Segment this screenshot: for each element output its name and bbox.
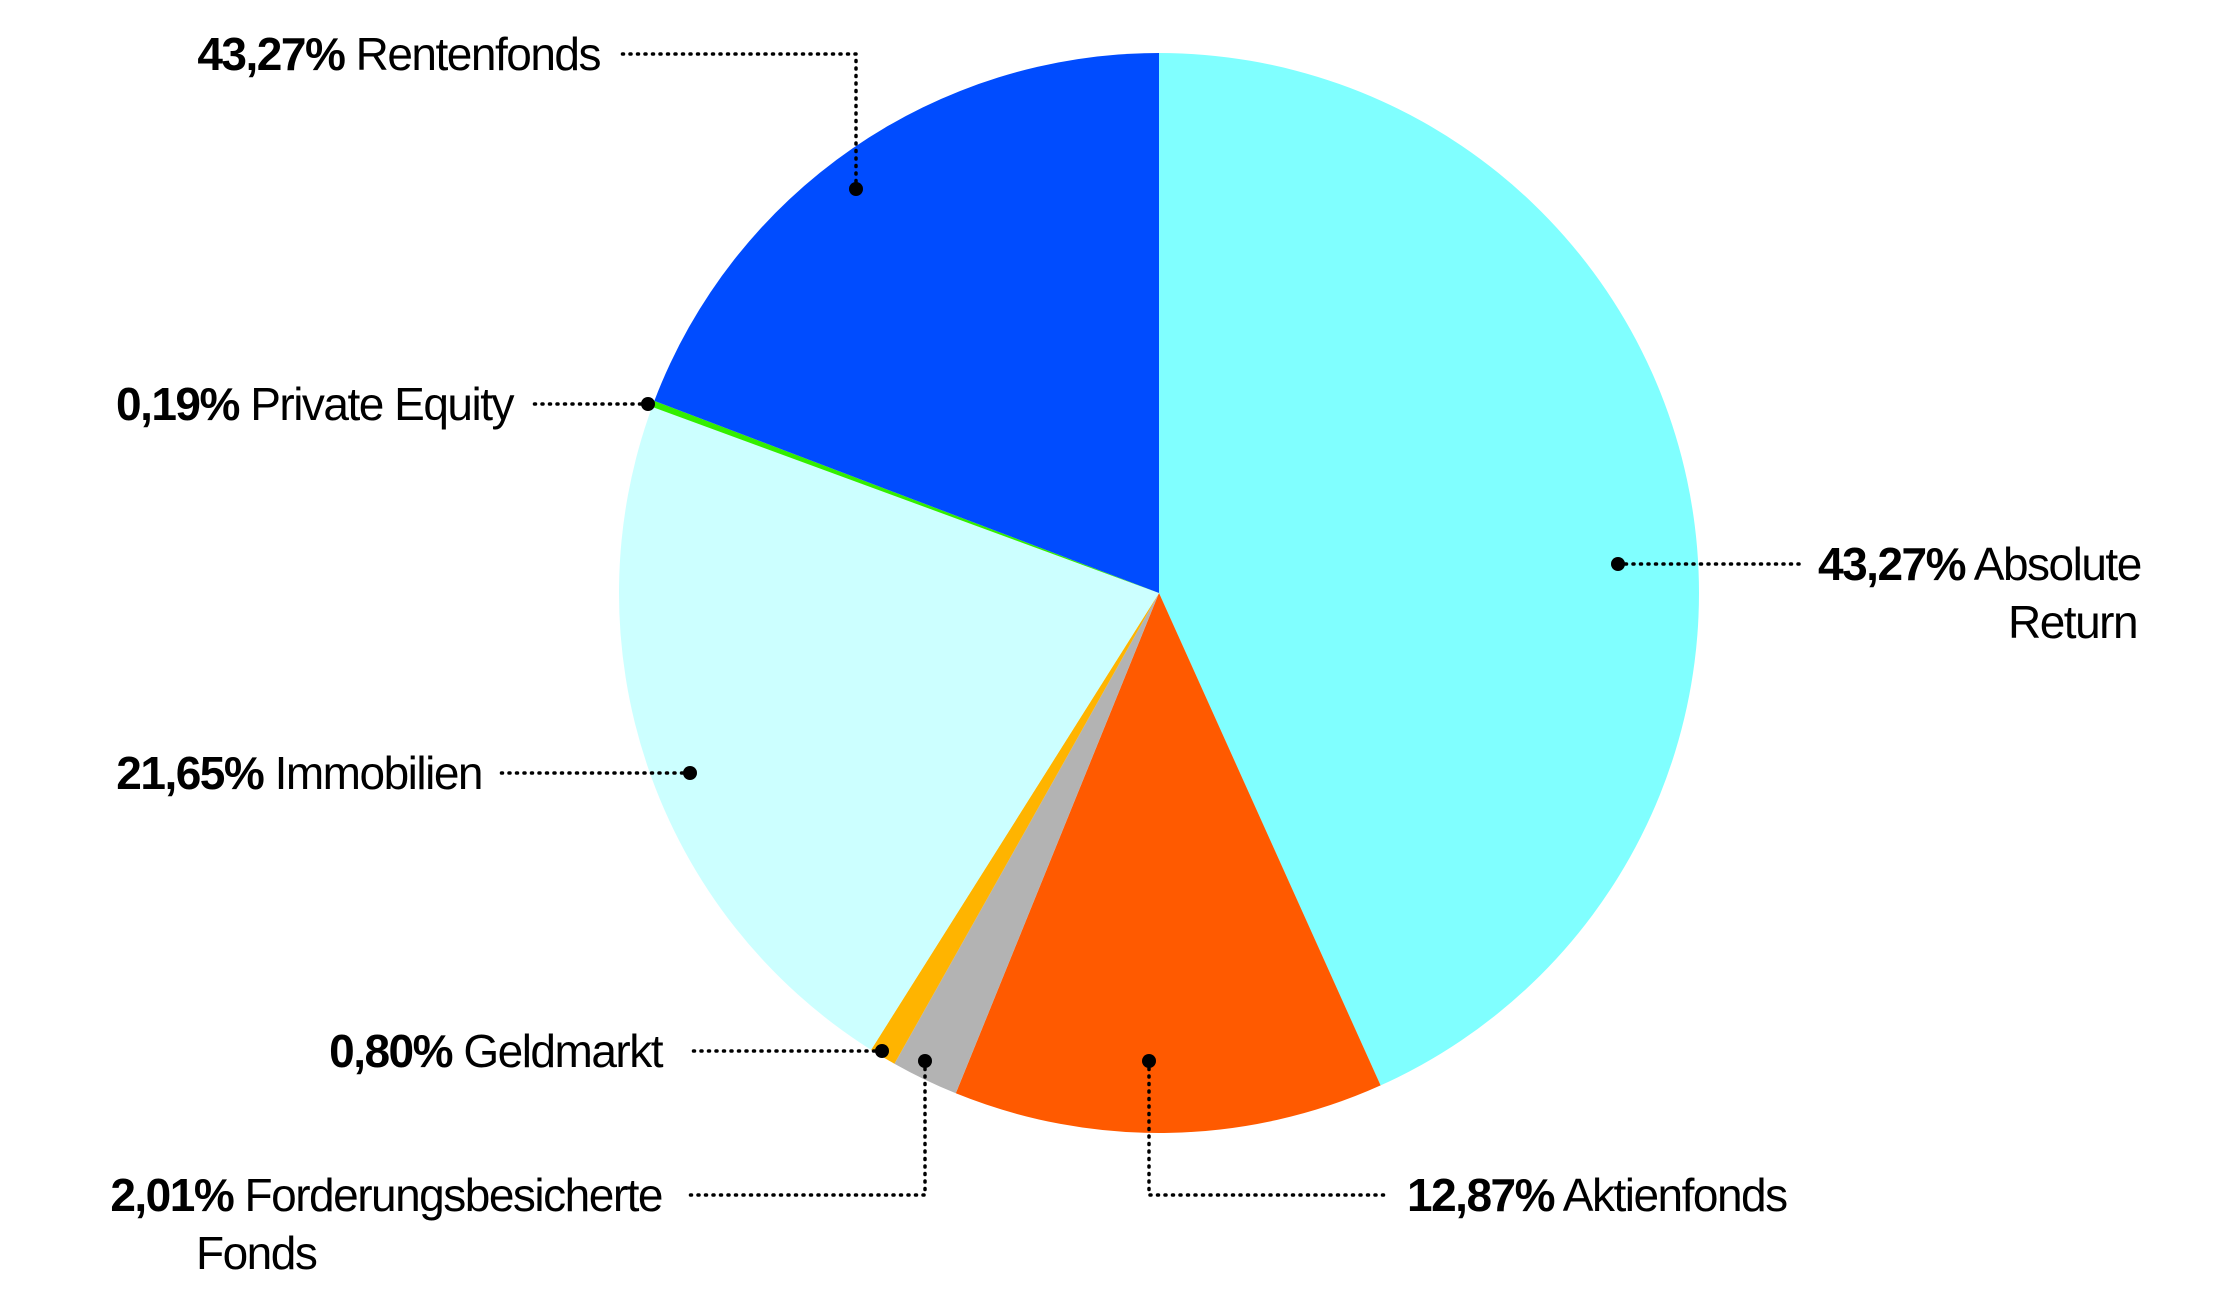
slice-label-0: 43,27% Absolute Return bbox=[1611, 538, 2142, 648]
leader-line bbox=[616, 52, 858, 191]
slice-percent: 21,65% bbox=[116, 747, 264, 799]
leader-dot bbox=[918, 1054, 932, 1068]
slice-percent: 12,87% bbox=[1407, 1169, 1555, 1221]
slice-percent: 0,80% bbox=[329, 1025, 453, 1077]
leader-dot bbox=[875, 1044, 889, 1058]
pie-slices bbox=[618, 53, 1700, 1134]
slice-label-3: 0,80% Geldmarkt bbox=[329, 1025, 889, 1077]
slice-name-line2: Fonds bbox=[196, 1227, 317, 1279]
pie-slice-6 bbox=[654, 53, 1159, 593]
slice-label-text: 0,19% Private Equity bbox=[116, 378, 515, 430]
slice-label-text: 21,65% Immobilien bbox=[116, 747, 482, 799]
leader-line bbox=[686, 1059, 927, 1197]
pie-slice-4 bbox=[618, 406, 1159, 1050]
slice-label-text: 2,01% Forderungsbesicherte bbox=[110, 1169, 662, 1221]
slice-name: Aktienfonds bbox=[1563, 1169, 1787, 1221]
pie-slice-1 bbox=[955, 593, 1381, 1134]
slice-label-text: 12,87% Aktienfonds bbox=[1407, 1169, 1787, 1221]
slice-label-4: 21,65% Immobilien bbox=[116, 747, 697, 799]
slice-name: Immobilien bbox=[275, 747, 482, 799]
leader-dot bbox=[683, 766, 697, 780]
pie-slice-2 bbox=[894, 593, 1159, 1094]
slice-label-text: 0,80% Geldmarkt bbox=[329, 1025, 664, 1077]
pie-labels: 43,27% Absolute Return 12,87% Aktienfonds 2… bbox=[110, 28, 2142, 1279]
slice-label-5: 0,19% Private Equity bbox=[116, 378, 655, 430]
leader-line bbox=[1147, 1059, 1389, 1197]
pie-slice-0 bbox=[1159, 53, 1700, 1086]
pie-slice-3 bbox=[871, 593, 1159, 1064]
slice-name: Rentenfonds bbox=[356, 28, 601, 80]
slice-name: Absolute bbox=[1974, 538, 2141, 590]
leader-dot bbox=[1611, 557, 1625, 571]
slice-label-6: 43,27% Rentenfonds bbox=[197, 28, 863, 196]
slice-label-text: 43,27% Absolute bbox=[1818, 538, 2141, 590]
slice-name-line2: Return bbox=[2008, 596, 2137, 648]
slice-label-1: 12,87% Aktienfonds bbox=[1142, 1054, 1789, 1221]
leader-dot bbox=[849, 182, 863, 196]
leader-dot bbox=[1142, 1054, 1156, 1068]
slice-label-2: 2,01% Forderungsbesicherte Fonds bbox=[110, 1054, 932, 1279]
slice-label-text: 43,27% Rentenfonds bbox=[197, 28, 600, 80]
slice-percent: 0,19% bbox=[116, 378, 240, 430]
slice-name: Geldmarkt bbox=[463, 1025, 663, 1077]
pie-slice-5 bbox=[652, 400, 1159, 593]
slice-percent: 43,27% bbox=[197, 28, 345, 80]
slice-percent: 43,27% bbox=[1818, 538, 1966, 590]
slice-name: Forderungsbesicherte bbox=[245, 1169, 662, 1221]
leader-dot bbox=[641, 397, 655, 411]
slice-percent: 2,01% bbox=[110, 1169, 234, 1221]
slice-name: Private Equity bbox=[250, 378, 514, 430]
